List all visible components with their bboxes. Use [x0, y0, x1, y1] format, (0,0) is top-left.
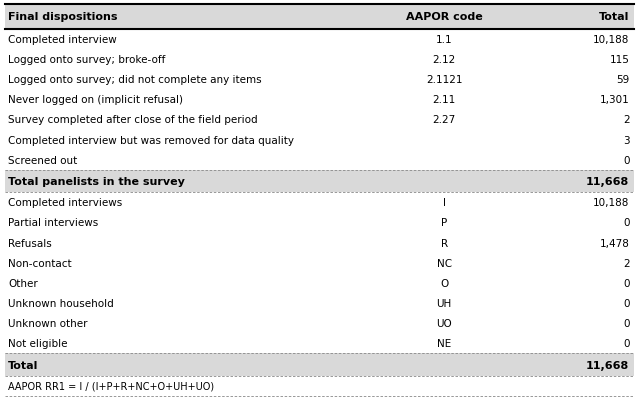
Text: 2.11: 2.11: [433, 95, 456, 105]
Text: P: P: [441, 218, 447, 228]
Bar: [5, 5, 634, 30]
Text: 2.27: 2.27: [433, 115, 456, 125]
Text: 0: 0: [623, 218, 629, 228]
Text: Total panelists in the survey: Total panelists in the survey: [8, 176, 185, 186]
Text: 0: 0: [623, 155, 629, 165]
Text: 2.12: 2.12: [433, 55, 456, 65]
Text: Logged onto survey; did not complete any items: Logged onto survey; did not complete any…: [8, 75, 261, 85]
Text: Total: Total: [599, 12, 629, 22]
Text: NE: NE: [437, 338, 451, 348]
Text: Survey completed after close of the field period: Survey completed after close of the fiel…: [8, 115, 258, 125]
Bar: [5, 170, 634, 192]
Text: 1.1: 1.1: [436, 34, 452, 45]
Text: Completed interview: Completed interview: [8, 34, 117, 45]
Text: 3: 3: [623, 135, 629, 145]
Text: 2: 2: [623, 258, 629, 268]
Text: 0: 0: [623, 278, 629, 288]
Text: Logged onto survey; broke-off: Logged onto survey; broke-off: [8, 55, 166, 65]
Text: R: R: [440, 238, 448, 248]
Text: Unknown other: Unknown other: [8, 318, 88, 328]
Text: Final dispositions: Final dispositions: [8, 12, 118, 22]
Text: Refusals: Refusals: [8, 238, 52, 248]
Text: 115: 115: [610, 55, 629, 65]
Text: UO: UO: [436, 318, 452, 328]
Text: Not eligible: Not eligible: [8, 338, 68, 348]
Text: 11,668: 11,668: [586, 360, 629, 370]
Text: 59: 59: [616, 75, 629, 85]
Text: 11,668: 11,668: [586, 176, 629, 186]
Text: 10,188: 10,188: [593, 34, 629, 45]
Text: 1,301: 1,301: [599, 95, 629, 105]
Text: 10,188: 10,188: [593, 198, 629, 208]
Text: O: O: [440, 278, 448, 288]
Text: Screened out: Screened out: [8, 155, 77, 165]
Text: Partial interviews: Partial interviews: [8, 218, 98, 228]
Text: Completed interview but was removed for data quality: Completed interview but was removed for …: [8, 135, 294, 145]
Text: 2: 2: [623, 115, 629, 125]
Text: Total: Total: [8, 360, 38, 370]
Text: UH: UH: [436, 298, 452, 308]
Text: I: I: [443, 198, 445, 208]
Text: Completed interviews: Completed interviews: [8, 198, 122, 208]
Text: 0: 0: [623, 298, 629, 308]
Text: NC: NC: [436, 258, 452, 268]
Text: 0: 0: [623, 338, 629, 348]
Text: Non-contact: Non-contact: [8, 258, 72, 268]
Text: Never logged on (implicit refusal): Never logged on (implicit refusal): [8, 95, 183, 105]
Text: 2.1121: 2.1121: [426, 75, 463, 85]
Text: Unknown household: Unknown household: [8, 298, 114, 308]
Text: 0: 0: [623, 318, 629, 328]
Text: AAPOR RR1 = I / (I+P+R+NC+O+UH+UO): AAPOR RR1 = I / (I+P+R+NC+O+UH+UO): [8, 381, 214, 391]
Text: Other: Other: [8, 278, 38, 288]
Bar: [5, 354, 634, 376]
Text: AAPOR code: AAPOR code: [406, 12, 482, 22]
Text: 1,478: 1,478: [599, 238, 629, 248]
